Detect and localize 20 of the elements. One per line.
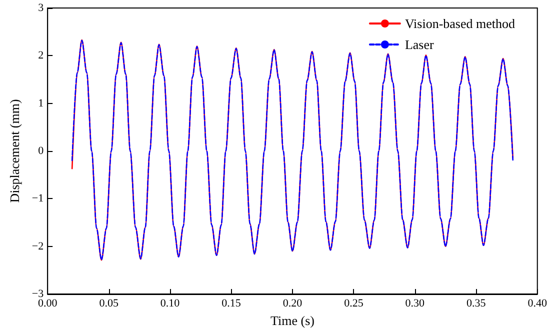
y-tick-label: 0 <box>38 145 44 157</box>
y-tick-label: −3 <box>32 288 44 300</box>
x-tick-label: 0.15 <box>222 298 242 310</box>
y-tick-label: −1 <box>32 192 44 205</box>
y-axis-title: Displacement (mm) <box>7 99 22 203</box>
y-tick-label: 2 <box>38 50 44 62</box>
x-axis-title: Time (s) <box>270 313 314 328</box>
x-tick-label: 0.25 <box>344 298 364 310</box>
y-tick-label: 1 <box>38 97 44 110</box>
y-tick-label: 3 <box>38 2 44 14</box>
x-tick-label: 0.05 <box>99 298 119 310</box>
x-tick-label: 0.10 <box>160 298 180 310</box>
legend-label: Vision-based method <box>404 16 516 31</box>
x-tick-label: 0.35 <box>466 298 486 310</box>
x-tick-label: 0.20 <box>282 298 303 310</box>
y-tick-label: −2 <box>32 240 44 252</box>
x-tick-label: 0.30 <box>405 298 426 310</box>
x-tick-label: 0.00 <box>38 298 58 310</box>
x-tick-label: 0.40 <box>528 298 548 310</box>
legend-label: Laser <box>404 37 434 52</box>
